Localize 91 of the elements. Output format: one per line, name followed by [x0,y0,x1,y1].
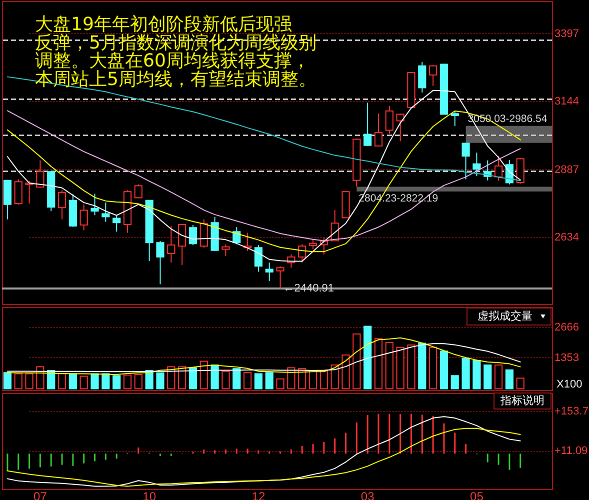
candlestick [472,152,481,177]
candlestick [385,105,394,134]
bar [80,376,88,390]
y-tick-label: 3397 [554,28,579,40]
line-series [6,416,521,487]
bar [462,358,470,390]
bar [396,346,404,390]
bar [450,375,459,390]
bar [210,364,219,390]
bar [112,375,121,390]
candlestick [188,224,198,246]
bar [385,342,394,390]
candlestick [25,180,34,204]
candlestick [134,184,142,199]
bar [25,373,34,390]
candlestick [265,262,274,282]
bar [265,372,274,390]
bar [472,360,481,390]
bar [58,373,66,390]
line-series [6,337,521,375]
y-tick-label: 2666 [554,322,579,334]
y-tick-label: +11.09 [554,445,588,458]
bar [90,373,99,390]
candlestick [276,266,284,290]
candlestick [200,218,208,248]
bar [374,338,383,390]
bar [320,370,328,390]
bar [308,370,318,390]
bar [243,372,252,390]
bar [407,344,416,390]
candlestick [396,113,404,142]
bar [134,374,142,390]
candlestick [494,156,503,182]
candlestick [102,202,110,222]
bar [494,364,503,390]
candlestick [36,160,44,188]
bar [505,369,514,390]
candlestick [462,142,470,180]
bar [418,342,426,390]
line-series [6,343,521,372]
candlestick [178,224,186,266]
candlestick [14,178,22,206]
annotation: 指标说明 [500,394,544,407]
candlestick [222,244,230,256]
bar [156,372,164,390]
bar [352,333,361,390]
candlestick [364,102,372,146]
bar [188,367,198,390]
candlestick [58,190,66,220]
y-axis-title: X100 [556,378,582,390]
candlestick [254,244,262,272]
bar [298,368,306,390]
bar [200,360,208,390]
candlestick [374,113,383,147]
y-tick-label: 1353 [554,352,579,364]
bar [516,378,524,390]
y-tick-label: 3144 [554,95,579,108]
candlestick [450,110,459,126]
candlestick [90,193,99,216]
candlestick [80,204,88,231]
bar [68,373,77,390]
y-tick-label: 2634 [554,231,579,244]
bar [440,350,448,390]
chart-title: 虚拟成交量 [478,310,532,322]
candlestick [298,244,306,264]
candlestick [418,61,426,94]
bar [167,366,176,390]
line-series [6,428,521,487]
bar [102,373,110,390]
bar [484,364,492,390]
bar [36,366,44,390]
bar [342,354,350,390]
bar [123,374,132,390]
candlestick [429,64,438,86]
bar [364,326,372,390]
annotation: 大盘19年年初创阶段新低后现强 [35,14,292,35]
bar [429,346,438,390]
candlestick [167,226,176,264]
bar [287,367,296,390]
bar [14,373,22,390]
bar [232,368,241,390]
bar [254,373,262,390]
y-tick-label: +153.7 [554,405,588,418]
y-tick-label: 2887 [554,164,579,176]
candlestick [156,240,164,285]
bar [330,364,339,390]
candlestick [308,238,318,250]
bar [3,372,12,390]
bar [276,378,284,390]
bar [222,370,230,390]
candlestick [112,215,121,232]
